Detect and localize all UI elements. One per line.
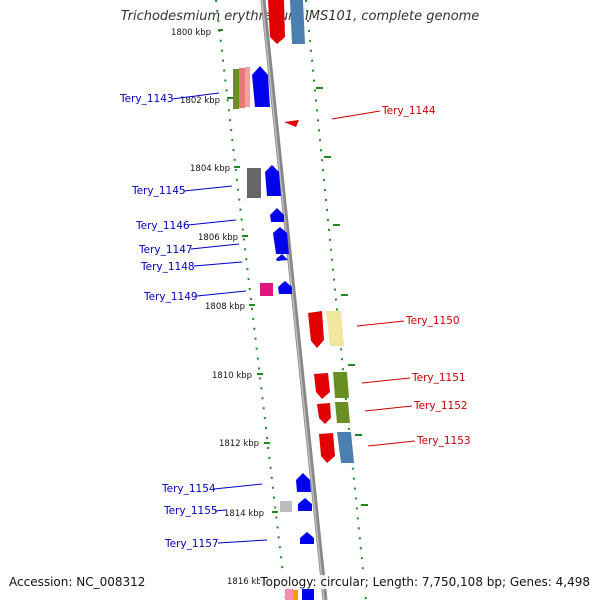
accession-text: Accession: NC_008312	[9, 575, 146, 589]
label-connector	[187, 219, 237, 226]
gene-orange	[293, 590, 298, 600]
gene-small-red	[284, 120, 299, 127]
label-connector	[213, 483, 263, 490]
gene-blue	[265, 165, 281, 196]
gene-label-tery-1157: Tery_1157	[164, 538, 219, 550]
label-connector	[183, 185, 233, 192]
gene-steel-blue	[337, 432, 354, 463]
label-connector	[356, 320, 405, 327]
forward-genes	[233, 66, 314, 600]
gene-label-tery-1151: Tery_1151	[411, 372, 466, 384]
gene-label-tery-1143: Tery_1143	[119, 93, 174, 105]
tick-label: 1804 kbp	[190, 164, 230, 174]
reverse-genes	[268, 0, 354, 463]
gene-label-tery-1147: Tery_1147	[138, 244, 193, 256]
reverse-track-dots	[305, 0, 367, 600]
gene-red	[319, 433, 335, 463]
gene-blue	[270, 208, 284, 222]
label-connector	[367, 440, 416, 447]
gene-red	[268, 0, 285, 44]
tick-label: 1802 kbp	[180, 96, 220, 106]
gene-pale-yellow	[326, 311, 344, 346]
gene-dark-grey	[247, 168, 261, 198]
gene-blue	[300, 532, 314, 544]
forward-label-lines	[171, 92, 268, 544]
gene-blue	[252, 66, 270, 107]
genome-backbone	[260, 0, 328, 600]
tick-label: 1808 kbp	[205, 302, 245, 312]
gene-pink	[245, 67, 250, 107]
gene-olive-green	[335, 402, 350, 423]
forward-track-dots	[215, 0, 287, 600]
gene-label-tery-1144: Tery_1144	[381, 105, 436, 117]
gene-label-tery-1149: Tery_1149	[143, 291, 198, 303]
gene-blue	[278, 281, 292, 294]
gene-blue	[296, 473, 311, 492]
gene-olive-green	[233, 69, 239, 109]
tick-label: 1810 kbp	[212, 371, 252, 381]
tick-label: 1814 kbp	[224, 509, 264, 519]
tick-label: 1800 kbp	[171, 28, 211, 38]
label-connector	[217, 539, 268, 544]
reverse-gene-labels: Tery_1144 Tery_1150 Tery_1151 Tery_1152 …	[381, 105, 471, 447]
gene-red	[317, 403, 331, 424]
gene-blue	[273, 227, 289, 254]
label-connector	[361, 377, 411, 384]
forward-gene-labels: Tery_1143 Tery_1145 Tery_1146 Tery_1147 …	[119, 93, 219, 550]
gene-red	[314, 373, 330, 399]
tick-label: 1816 kbp	[227, 577, 267, 587]
gene-magenta	[260, 283, 273, 296]
gene-pink	[285, 588, 293, 600]
label-connector	[171, 92, 220, 100]
gene-blue	[276, 254, 288, 261]
gene-label-tery-1145: Tery_1145	[131, 185, 186, 197]
tick-label: 1812 kbp	[219, 439, 259, 449]
gene-blue-grey	[290, 0, 305, 44]
gene-label-tery-1153: Tery_1153	[416, 435, 471, 447]
label-connector	[190, 243, 240, 250]
gene-blue	[298, 498, 312, 511]
tick-labels: 1800 kbp 1802 kbp 1804 kbp 1806 kbp 1808…	[171, 28, 267, 587]
gene-label-tery-1152: Tery_1152	[413, 400, 468, 412]
genome-backbone-highlight	[261, 0, 325, 600]
label-connector	[331, 110, 381, 120]
gene-label-tery-1155: Tery_1155	[163, 505, 218, 517]
gene-label-tery-1150: Tery_1150	[405, 315, 460, 327]
label-connector	[214, 509, 227, 512]
label-connector	[196, 290, 247, 297]
reverse-label-lines	[331, 110, 416, 447]
label-connector	[193, 261, 243, 267]
gene-light-grey	[280, 501, 292, 512]
gene-blue	[302, 589, 314, 600]
gene-label-tery-1148: Tery_1148	[140, 261, 195, 273]
gene-salmon	[239, 68, 245, 108]
reverse-tick-marks	[316, 87, 368, 506]
topology-summary: Topology: circular; Length: 7,750,108 bp…	[260, 575, 590, 589]
gene-olive-green	[333, 372, 349, 398]
label-connector	[364, 405, 413, 412]
gene-red	[308, 311, 324, 348]
gene-label-tery-1146: Tery_1146	[135, 220, 190, 232]
gene-label-tery-1154: Tery_1154	[161, 483, 216, 495]
tick-label: 1806 kbp	[198, 233, 238, 243]
